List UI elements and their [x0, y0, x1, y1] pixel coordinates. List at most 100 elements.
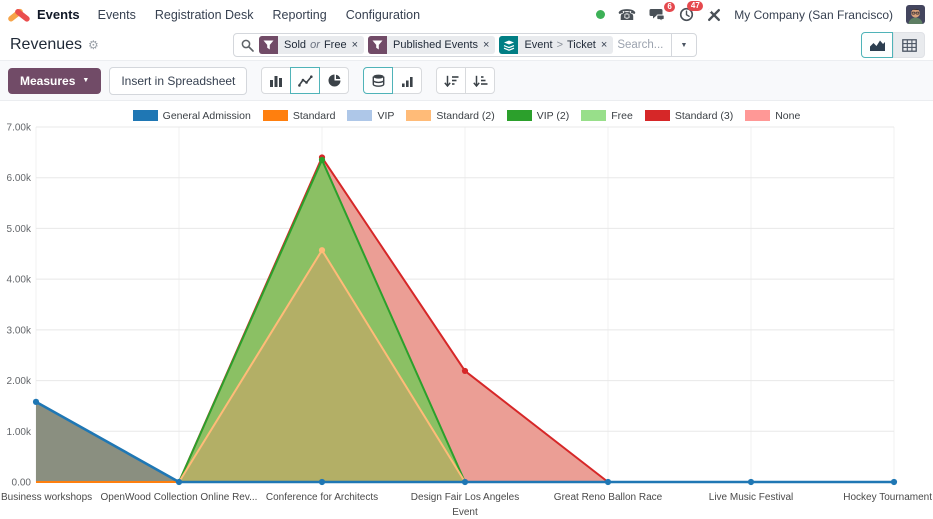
- activities-badge: 47: [687, 1, 704, 11]
- view-settings-gear-icon[interactable]: ⚙: [88, 38, 99, 52]
- facet-label: Event > Ticket: [524, 39, 596, 51]
- facet-published-events[interactable]: Published Events ×: [368, 36, 496, 54]
- legend-label: Standard: [292, 109, 336, 122]
- data-point[interactable]: [890, 478, 898, 486]
- data-point[interactable]: [604, 478, 612, 486]
- company-name[interactable]: My Company (San Francisco): [734, 7, 893, 22]
- line-chart-button[interactable]: [290, 67, 321, 94]
- stacked-button[interactable]: [363, 67, 394, 94]
- stack-options-group: [363, 67, 423, 94]
- online-status-icon: [595, 10, 605, 19]
- measures-button[interactable]: Measures ▼: [8, 67, 102, 94]
- tools-icon[interactable]: [707, 8, 721, 22]
- systray: ☎ 6 47 My Company (San Francisco): [595, 1, 925, 24]
- pivot-view-button[interactable]: [893, 32, 925, 58]
- messages-icon[interactable]: 6: [649, 1, 676, 22]
- odoo-events-logo-icon[interactable]: [8, 5, 30, 25]
- activities-icon[interactable]: 47: [679, 1, 704, 22]
- data-point[interactable]: [175, 478, 183, 486]
- phone-icon[interactable]: ☎: [617, 6, 637, 24]
- area-general-admission: [36, 401, 894, 482]
- data-point[interactable]: [461, 478, 469, 486]
- nav-item-registration-desk[interactable]: Registration Desk: [154, 7, 254, 22]
- legend-label: Free: [611, 109, 633, 122]
- sort-descending-icon: [444, 75, 459, 87]
- wrench-screwdriver-icon: [708, 8, 721, 21]
- layers-icon: [499, 36, 519, 54]
- caret-down-icon: ▼: [82, 77, 90, 84]
- y-tick-label: 0.00: [12, 478, 32, 489]
- data-point[interactable]: [32, 398, 40, 405]
- legend-swatch: [644, 110, 670, 121]
- bar-chart-button[interactable]: [261, 67, 292, 94]
- legend-item[interactable]: General Admission: [132, 110, 251, 122]
- area-chart-icon: [869, 40, 885, 51]
- nav-item-reporting[interactable]: Reporting: [272, 7, 327, 22]
- legend-label: None: [775, 109, 801, 122]
- area-standard-2-: [36, 250, 894, 482]
- x-tick-label: Hockey Tournament: [843, 492, 932, 503]
- facet-remove-button[interactable]: ×: [483, 39, 490, 51]
- pie-chart-button[interactable]: [319, 67, 350, 94]
- search-dropdown-toggle[interactable]: ▼: [671, 34, 696, 56]
- app-name[interactable]: Events: [37, 7, 80, 22]
- legend-item[interactable]: Standard (2): [406, 110, 495, 122]
- legend-item[interactable]: VIP: [347, 110, 394, 122]
- messages-badge: 6: [663, 1, 676, 12]
- sort-group: [436, 67, 496, 94]
- legend-item[interactable]: None: [745, 110, 800, 122]
- facet-sold-or-free[interactable]: Sold or Free ×: [259, 36, 364, 54]
- legend-swatch: [262, 110, 288, 121]
- bar-chart-icon: [270, 75, 283, 87]
- sort-ascending-button[interactable]: [465, 67, 496, 94]
- graph-toolbar: Measures ▼ Insert in Spreadsheet: [0, 61, 933, 101]
- pie-chart-icon: [328, 74, 341, 87]
- cumulative-icon: [401, 76, 413, 87]
- top-nav: Events Events Registration Desk Reportin…: [0, 0, 933, 29]
- legend-swatch: [581, 110, 607, 121]
- legend-item[interactable]: Standard: [262, 109, 336, 122]
- legend-swatch: [506, 110, 532, 121]
- filter-icon: [368, 36, 387, 54]
- search-icon: [241, 39, 254, 52]
- cumulative-button[interactable]: [392, 67, 423, 94]
- legend-item[interactable]: VIP (2): [506, 110, 569, 122]
- facet-remove-button[interactable]: ×: [351, 39, 358, 51]
- data-point[interactable]: [318, 478, 326, 486]
- facet-groupby-event-ticket[interactable]: Event > Ticket ×: [499, 36, 614, 54]
- nav-item-configuration[interactable]: Configuration: [345, 7, 421, 22]
- view-switcher: [861, 32, 925, 58]
- facet-remove-button[interactable]: ×: [600, 39, 608, 51]
- x-tick-label: Design Fair Los Angeles: [411, 492, 519, 503]
- legend-item[interactable]: Standard (3): [644, 109, 734, 122]
- facet-label: Sold or Free: [284, 39, 347, 51]
- chat-bubbles-icon: [649, 8, 665, 22]
- y-tick-label: 3.00k: [7, 325, 32, 336]
- data-point[interactable]: [747, 478, 755, 486]
- legend-label: VIP: [377, 109, 395, 122]
- sort-descending-button[interactable]: [436, 67, 467, 94]
- legend-item[interactable]: Free: [581, 110, 633, 122]
- search-bar[interactable]: Sold or Free × Published Events × Event …: [233, 33, 697, 57]
- y-tick-label: 4.00k: [7, 275, 32, 286]
- data-point[interactable]: [318, 156, 326, 164]
- graph-view-button[interactable]: [861, 32, 893, 58]
- user-avatar[interactable]: [906, 5, 925, 24]
- legend-label: Standard (3): [674, 109, 734, 122]
- search-input[interactable]: [617, 39, 671, 51]
- chart-legend: General Admission Standard VIP Standard (2)…: [0, 108, 933, 123]
- avatar-image: [906, 5, 925, 24]
- legend-swatch: [347, 110, 373, 121]
- legend-swatch: [132, 110, 158, 121]
- data-point[interactable]: [461, 367, 469, 375]
- y-tick-label: 1.00k: [7, 427, 32, 438]
- pivot-table-icon: [901, 38, 917, 52]
- data-point[interactable]: [318, 247, 326, 254]
- nav-item-events[interactable]: Events: [97, 7, 136, 22]
- insert-in-spreadsheet-button[interactable]: Insert in Spreadsheet: [109, 66, 248, 95]
- filter-icon: [259, 36, 278, 54]
- revenue-chart[interactable]: 0.00 1.00k 2.00k 3.00k 4.00k 5.00k 6.00k 7.00k B…: [0, 123, 933, 519]
- y-tick-label: 5.00k: [7, 224, 32, 235]
- x-tick-label: Live Music Festival: [709, 492, 793, 503]
- y-tick-label: 2.00k: [7, 376, 32, 387]
